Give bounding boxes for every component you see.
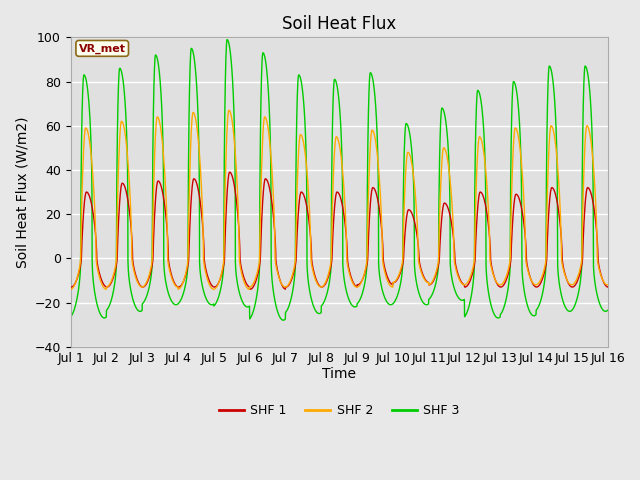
Y-axis label: Soil Heat Flux (W/m2): Soil Heat Flux (W/m2) bbox=[15, 116, 29, 268]
Title: Soil Heat Flux: Soil Heat Flux bbox=[282, 15, 396, 33]
Text: VR_met: VR_met bbox=[79, 43, 125, 54]
Legend: SHF 1, SHF 2, SHF 3: SHF 1, SHF 2, SHF 3 bbox=[214, 399, 465, 422]
X-axis label: Time: Time bbox=[322, 367, 356, 381]
